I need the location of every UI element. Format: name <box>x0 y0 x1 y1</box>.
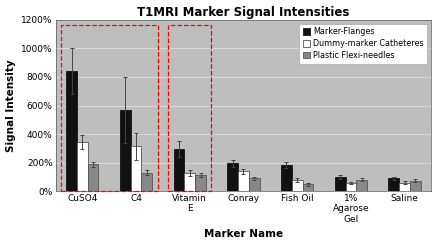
Bar <box>238 171 249 191</box>
Bar <box>77 142 88 191</box>
Bar <box>281 165 292 191</box>
Title: T1MRI Marker Signal Intensities: T1MRI Marker Signal Intensities <box>137 6 350 19</box>
Bar <box>292 180 302 191</box>
Bar <box>131 146 142 191</box>
Bar <box>335 177 346 191</box>
Bar <box>399 183 410 191</box>
Bar <box>173 149 184 191</box>
Bar <box>120 110 131 191</box>
Bar <box>61 25 158 191</box>
Bar <box>66 71 77 191</box>
Bar <box>410 181 421 191</box>
Bar <box>142 173 152 191</box>
Bar <box>227 163 238 191</box>
Bar <box>302 184 313 191</box>
Bar <box>184 173 195 191</box>
Legend: Marker-Flanges, Dummy-marker Catheteres, Plastic Flexi-needles: Marker-Flanges, Dummy-marker Catheteres,… <box>299 24 427 64</box>
Bar <box>88 164 98 191</box>
Bar <box>168 25 211 191</box>
Bar <box>249 178 260 191</box>
Bar <box>388 178 399 191</box>
Bar <box>346 183 356 191</box>
X-axis label: Marker Name: Marker Name <box>204 230 283 239</box>
Bar <box>195 175 206 191</box>
Bar <box>356 180 367 191</box>
Y-axis label: Signal Intensity: Signal Intensity <box>6 59 16 152</box>
